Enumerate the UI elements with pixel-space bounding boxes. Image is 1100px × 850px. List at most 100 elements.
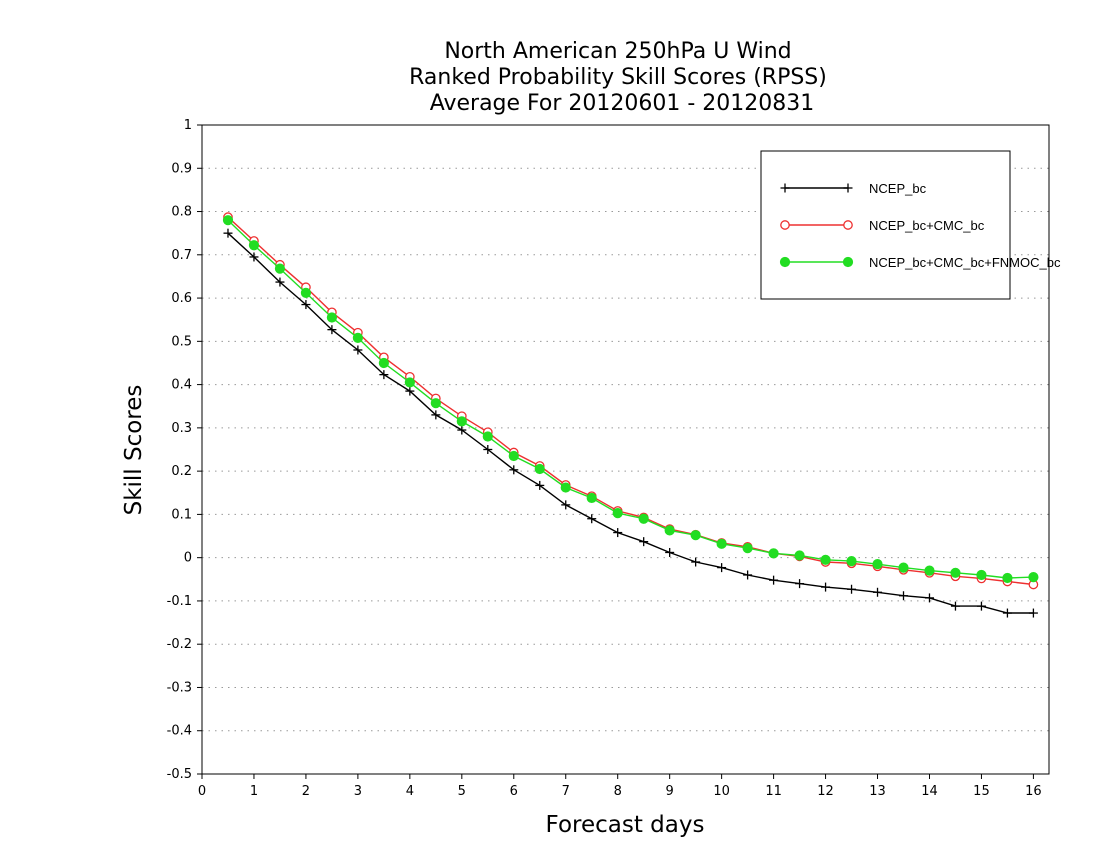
y-tick-label: -0.5 — [167, 767, 192, 782]
x-tick-label: 6 — [510, 784, 518, 799]
data-point — [223, 228, 233, 238]
y-tick-label: 0.8 — [171, 205, 192, 220]
x-tick-label: 4 — [406, 784, 414, 799]
y-tick-label: 0.4 — [171, 378, 192, 393]
data-point — [743, 570, 753, 580]
x-tick-label: 2 — [302, 784, 310, 799]
y-tick-label: 0.6 — [171, 291, 192, 306]
data-point — [795, 579, 805, 589]
series-1 — [223, 228, 1038, 618]
series-lines — [222, 212, 1039, 618]
y-tick-label: -0.3 — [167, 680, 192, 695]
x-tick-label: 15 — [973, 784, 990, 799]
chart-title-line-3: Average For 20120601 - 20120831 — [430, 91, 815, 116]
legend-marker — [842, 256, 854, 268]
y-tick-label: -0.4 — [167, 724, 192, 739]
y-tick-label: 1 — [184, 118, 192, 133]
data-point — [924, 593, 934, 603]
data-point — [899, 591, 909, 601]
x-tick-label: 9 — [666, 784, 674, 799]
data-point — [638, 513, 649, 524]
y-tick-label: -0.2 — [167, 637, 192, 652]
legend-marker — [843, 183, 853, 193]
data-point — [691, 557, 701, 567]
data-point — [535, 480, 545, 490]
data-point — [1028, 608, 1038, 618]
data-point — [560, 482, 571, 493]
data-point — [664, 525, 675, 536]
data-point — [639, 537, 649, 547]
data-point — [794, 550, 805, 561]
x-tick-label: 11 — [765, 784, 782, 799]
legend-label: NCEP_bc+CMC_bc+FNMOC_bc — [869, 255, 1061, 270]
data-point — [300, 287, 312, 298]
series-3 — [222, 215, 1039, 584]
y-tick-label: 0 — [184, 551, 192, 566]
plot-area-frame — [201, 124, 1050, 775]
data-point — [379, 370, 389, 380]
data-point — [378, 357, 389, 369]
chart-title: North American 250hPa U Wind Ranked Prob… — [409, 39, 827, 116]
data-point — [431, 410, 441, 420]
x-axis: 0 1 2 3 4 5 6 7 8 9 10 11 12 13 14 15 16 — [198, 774, 1042, 799]
x-tick-label: 1 — [250, 784, 258, 799]
data-point — [508, 450, 519, 462]
data-point — [430, 398, 441, 409]
data-point — [690, 530, 701, 541]
chart-title-line-2: Ranked Probability Skill Scores (RPSS) — [409, 65, 827, 90]
data-point — [353, 345, 363, 355]
data-point — [665, 547, 675, 557]
y-tick-label: -0.1 — [167, 594, 192, 609]
x-tick-label: 7 — [562, 784, 570, 799]
data-point — [1002, 608, 1012, 618]
legend-marker — [780, 183, 790, 193]
data-point — [950, 567, 961, 578]
legend-entry: NCEP_bc — [780, 181, 927, 196]
data-point — [457, 425, 467, 435]
data-point — [820, 554, 831, 565]
legend-entry: NCEP_bc+CMC_bc — [780, 218, 985, 233]
data-point — [716, 538, 727, 549]
legend-entry: NCEP_bc+CMC_bc+FNMOC_bc — [779, 255, 1061, 270]
chart-title-line-1: North American 250hPa U Wind — [444, 39, 791, 64]
x-tick-label: 8 — [614, 784, 622, 799]
data-point — [301, 300, 311, 310]
data-point — [873, 587, 883, 597]
data-point — [248, 240, 260, 251]
data-point — [222, 215, 234, 226]
x-tick-label: 0 — [198, 784, 206, 799]
data-point — [742, 543, 753, 554]
y-axis: -0.5 -0.4 -0.3 -0.2 -0.1 0 0.1 0.2 0.3 0.4 0.5 0.6 0… — [167, 118, 202, 782]
data-point — [561, 500, 571, 510]
y-tick-label: 0.9 — [171, 161, 192, 176]
legend-label: NCEP_bc — [869, 181, 927, 196]
legend-label: NCEP_bc+CMC_bc — [869, 218, 985, 233]
y-tick-label: 0.5 — [171, 334, 192, 349]
x-tick-label: 12 — [817, 784, 834, 799]
y-axis-label: Skill Scores — [121, 385, 147, 516]
data-point — [976, 569, 987, 581]
data-point — [821, 582, 831, 592]
x-tick-label: 16 — [1025, 784, 1042, 799]
data-point — [586, 492, 597, 504]
y-tick-label: 0.2 — [171, 464, 192, 479]
data-point — [924, 565, 935, 576]
data-point — [482, 431, 493, 442]
data-point — [612, 508, 623, 519]
x-tick-label: 10 — [713, 784, 730, 799]
data-point — [352, 332, 363, 343]
data-point — [483, 445, 493, 454]
data-point — [717, 563, 727, 573]
data-point — [846, 556, 857, 567]
data-point — [327, 325, 337, 335]
data-point — [847, 584, 857, 594]
x-tick-label: 5 — [458, 784, 466, 799]
data-point — [326, 312, 338, 323]
data-point — [950, 601, 960, 611]
data-point — [456, 416, 467, 427]
data-point — [613, 528, 623, 538]
legend-marker — [779, 256, 791, 268]
data-point — [509, 465, 519, 475]
legend-marker — [780, 220, 790, 230]
